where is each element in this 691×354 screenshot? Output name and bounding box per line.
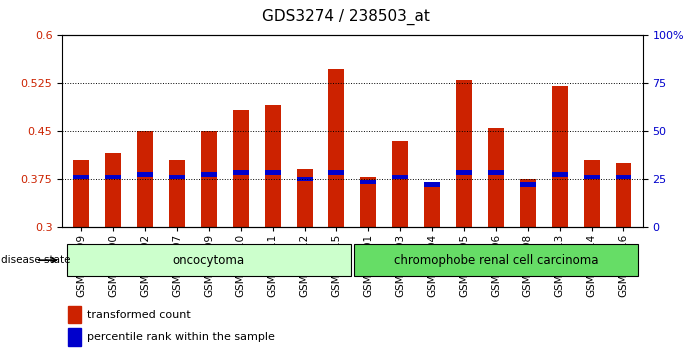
Bar	[354, 244, 638, 276]
Text: chromophobe renal cell carcinoma: chromophobe renal cell carcinoma	[394, 254, 598, 267]
Bar	[105, 153, 121, 227]
Bar	[488, 128, 504, 227]
Bar	[328, 170, 344, 175]
Bar	[551, 86, 568, 227]
Bar	[233, 110, 249, 227]
Bar	[520, 179, 536, 227]
Bar	[551, 172, 568, 177]
Bar	[169, 160, 185, 227]
Bar	[137, 172, 153, 177]
Text: disease state: disease state	[1, 255, 70, 265]
Bar	[392, 141, 408, 227]
Bar	[68, 306, 82, 323]
Bar	[616, 175, 632, 179]
Bar	[265, 105, 281, 227]
Bar	[68, 328, 82, 346]
Bar	[616, 163, 632, 227]
Bar	[424, 182, 440, 187]
Bar	[105, 175, 121, 179]
Bar	[296, 177, 312, 181]
Bar	[520, 182, 536, 187]
Bar	[201, 131, 217, 227]
Bar	[488, 170, 504, 175]
Text: GDS3274 / 238503_at: GDS3274 / 238503_at	[262, 9, 429, 25]
Bar	[265, 170, 281, 175]
Bar	[584, 160, 600, 227]
Bar	[361, 177, 377, 227]
Bar	[361, 180, 377, 184]
Bar	[233, 170, 249, 175]
Bar	[424, 182, 440, 227]
Bar	[137, 131, 153, 227]
Bar	[73, 160, 89, 227]
Bar	[456, 170, 472, 175]
Text: oncocytoma: oncocytoma	[173, 254, 245, 267]
Bar	[73, 175, 89, 179]
Bar	[67, 244, 351, 276]
Bar	[169, 175, 185, 179]
Text: percentile rank within the sample: percentile rank within the sample	[87, 332, 275, 342]
Bar	[456, 80, 472, 227]
Bar	[392, 175, 408, 179]
Bar	[201, 172, 217, 177]
Bar	[328, 69, 344, 227]
Bar	[584, 175, 600, 179]
Text: transformed count: transformed count	[87, 310, 191, 320]
Bar	[296, 169, 312, 227]
